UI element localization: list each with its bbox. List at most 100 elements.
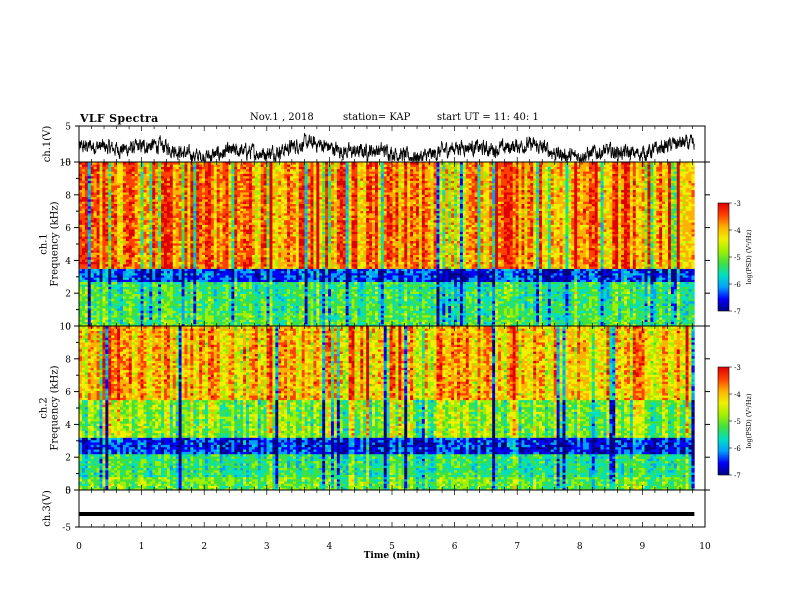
psd-cell — [105, 319, 108, 321]
psd-cell — [196, 313, 199, 315]
psd-cell — [521, 277, 524, 279]
psd-cell — [563, 315, 566, 317]
psd-cell — [152, 282, 155, 285]
psd-cell — [650, 275, 653, 277]
psd-cell — [357, 294, 360, 297]
psd-cell — [680, 313, 683, 315]
psd-cell — [322, 299, 325, 302]
psd-cell — [416, 284, 419, 287]
psd-cell — [360, 301, 363, 304]
psd-cell — [346, 317, 349, 319]
psd-cell — [334, 280, 337, 282]
psd-cell — [472, 294, 475, 297]
psd-cell — [521, 322, 524, 324]
psd-cell — [498, 280, 501, 282]
psd-cell — [243, 308, 246, 311]
psd-cell — [606, 306, 609, 309]
psd-cell — [645, 284, 648, 287]
psd-cell — [439, 299, 442, 302]
psd-cell — [305, 315, 308, 317]
psd-cell — [208, 319, 211, 321]
psd-cell — [416, 322, 419, 324]
psd-cell — [228, 317, 231, 319]
psd-cell — [173, 296, 176, 299]
psd-cell — [249, 289, 252, 292]
psd-cell — [328, 294, 331, 297]
psd-cell — [586, 273, 589, 275]
psd-cell — [105, 289, 108, 292]
psd-cell — [457, 284, 460, 287]
psd-cell — [199, 308, 202, 311]
psd-cell — [524, 306, 527, 309]
psd-cell — [524, 294, 527, 297]
psd-cell — [466, 280, 469, 282]
psd-cell — [176, 319, 179, 321]
psd-cell — [325, 306, 328, 309]
psd-cell — [571, 308, 574, 311]
psd-cell — [551, 317, 554, 319]
psd-cell — [615, 273, 618, 275]
psd-cell — [483, 291, 486, 294]
psd-cell — [448, 275, 451, 277]
psd-cell — [343, 308, 346, 311]
psd-cell — [170, 289, 173, 292]
psd-cell — [278, 282, 281, 285]
psd-cell — [97, 273, 100, 275]
psd-cell — [331, 291, 334, 294]
psd-cell — [492, 313, 495, 315]
psd-cell — [267, 284, 270, 287]
psd-cell — [290, 277, 293, 279]
psd-cell — [114, 277, 117, 279]
psd-cell — [199, 273, 202, 275]
psd-cell — [656, 315, 659, 317]
psd-cell — [360, 273, 363, 275]
psd-cell — [507, 296, 510, 299]
psd-cell — [94, 294, 97, 297]
psd-cell — [554, 317, 557, 319]
psd-cell — [372, 296, 375, 299]
psd-cell — [454, 291, 457, 294]
psd-cell — [296, 289, 299, 292]
psd-cell — [146, 299, 149, 302]
psd-cell — [398, 301, 401, 304]
psd-cell — [436, 301, 439, 304]
psd-cell — [308, 317, 311, 319]
psd-cell — [668, 294, 671, 297]
psd-cell — [598, 275, 601, 277]
psd-cell — [454, 313, 457, 315]
psd-cell — [272, 299, 275, 302]
psd-cell — [436, 275, 439, 277]
psd-cell — [574, 299, 577, 302]
psd-cell — [627, 282, 630, 285]
psd-cell — [354, 291, 357, 294]
psd-cell — [340, 306, 343, 309]
psd-cell — [349, 289, 352, 292]
psd-cell — [123, 287, 126, 290]
psd-cell — [275, 317, 278, 319]
psd-cell — [662, 282, 665, 285]
psd-cell — [310, 282, 313, 285]
psd-cell — [539, 275, 542, 277]
psd-cell — [182, 313, 185, 315]
psd-cell — [135, 313, 138, 315]
psd-cell — [454, 289, 457, 292]
psd-cell — [223, 291, 226, 294]
psd-cell — [158, 289, 161, 292]
psd-cell — [325, 299, 328, 302]
psd-cell — [671, 291, 674, 294]
psd-cell — [328, 301, 331, 304]
psd-cell — [196, 308, 199, 311]
psd-cell — [226, 294, 229, 297]
psd-cell — [650, 315, 653, 317]
psd-cell — [480, 284, 483, 287]
psd-cell — [264, 280, 267, 282]
psd-cell — [609, 299, 612, 302]
psd-cell — [111, 322, 114, 324]
psd-cell — [460, 317, 463, 319]
psd-cell — [560, 317, 563, 319]
psd-cell — [158, 319, 161, 321]
psd-cell — [138, 306, 141, 309]
psd-cell — [281, 303, 284, 306]
psd-cell — [621, 294, 624, 297]
psd-cell — [293, 287, 296, 290]
